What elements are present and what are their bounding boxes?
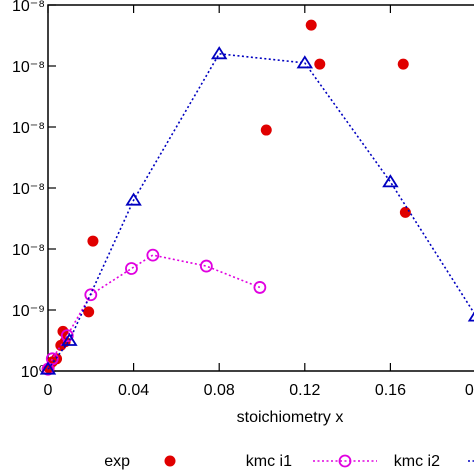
y-tick-label: 10⁻⁹ <box>12 303 45 320</box>
x-tick-label: 0.16 <box>375 382 406 399</box>
y-tick-label: 10⁻⁸ <box>12 120 45 137</box>
legend-item: kmc i1 <box>246 453 377 470</box>
data-point <box>61 332 78 346</box>
data-point <box>125 192 142 206</box>
data-point <box>60 329 74 343</box>
axis-ticks: 0 0.04 0.08 0.12 0.16 0.2 10⁰ 10⁻⁹ 10⁻⁸ 10⁻⁸ 10⁻⁸ 1… <box>12 0 474 399</box>
series-layer <box>39 19 474 376</box>
legend-label: exp <box>104 453 130 470</box>
y-tick-label: 10⁰ <box>21 364 45 381</box>
data-point <box>305 19 317 31</box>
data-point <box>146 248 160 262</box>
legend-label: kmc i1 <box>246 453 292 470</box>
data-point <box>87 235 99 247</box>
y-tick-label: 10⁻⁸ <box>12 0 45 15</box>
x-tick-label: 0.04 <box>118 382 149 399</box>
x-tick-label: 0.08 <box>204 382 235 399</box>
y-tick-label: 10⁻⁸ <box>12 59 45 76</box>
data-point <box>83 306 95 318</box>
data-point <box>260 124 272 136</box>
legend-item: kmc i2 <box>394 453 474 470</box>
x-tick-label: 0 <box>44 382 53 399</box>
legend-marker <box>338 454 352 468</box>
data-point <box>125 262 138 275</box>
data-point <box>39 361 57 375</box>
x-axis-title: stoichiometry x <box>237 409 344 426</box>
legend-marker <box>164 455 176 467</box>
data-point <box>397 58 409 70</box>
series-3 <box>39 46 474 375</box>
y-tick-label: 10⁻⁸ <box>12 181 45 198</box>
legend-item: exp <box>104 453 176 470</box>
data-point <box>210 46 228 60</box>
data-point <box>382 174 399 188</box>
y-tick-label: 10⁻⁸ <box>12 242 45 259</box>
data-point <box>199 259 213 273</box>
x-tick-label: 0.2 <box>465 382 474 399</box>
legend-label: kmc i2 <box>394 453 440 470</box>
data-point <box>399 206 411 218</box>
data-point <box>467 311 474 322</box>
data-point <box>314 58 326 70</box>
legend: exp kmc i1 kmc i2 <box>104 453 474 470</box>
data-point <box>84 288 98 302</box>
x-tick-label: 0.12 <box>289 382 320 399</box>
data-point <box>253 281 267 294</box>
data-point <box>296 55 314 69</box>
